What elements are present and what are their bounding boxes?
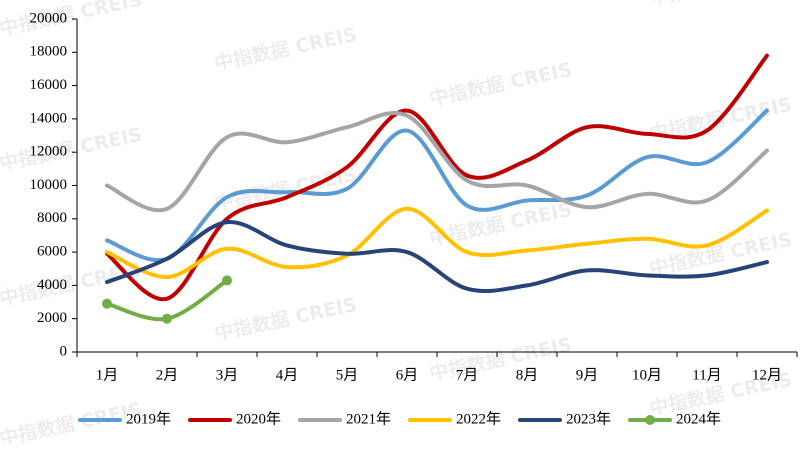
y-tick-label: 10000 [30, 177, 68, 193]
y-tick-label: 2000 [37, 310, 67, 326]
series-marker [222, 275, 232, 286]
watermark: 中指数据 CREIS [427, 58, 574, 111]
x-tick-label: 12月 [752, 367, 782, 383]
series-marker [102, 298, 112, 309]
legend-label: 2023年 [566, 410, 611, 427]
y-tick-label: 6000 [37, 244, 67, 260]
x-tick-label: 7月 [456, 367, 479, 383]
x-tick-label: 5月 [336, 367, 359, 383]
legend-marker [645, 415, 655, 425]
legend-label: 2022年 [456, 410, 501, 427]
watermark: 中指数据 CREIS [0, 258, 144, 311]
watermark: 中指数据 CREIS [212, 23, 359, 76]
y-tick-label: 16000 [30, 77, 68, 93]
x-tick-label: 3月 [216, 367, 239, 383]
series-marker [162, 313, 172, 324]
y-tick-label: 20000 [30, 10, 68, 26]
series-line [105, 53, 769, 302]
x-tick-label: 11月 [692, 367, 721, 383]
x-tick-label: 9月 [576, 367, 599, 383]
watermark: 中指数据 CREIS [647, 0, 794, 10]
legend-label: 2019年 [126, 410, 171, 427]
legend-label: 2020年 [236, 410, 281, 427]
y-tick-label: 12000 [30, 144, 68, 160]
watermark: 中指数据 CREIS [0, 398, 144, 444]
x-tick-label: 4月 [276, 367, 299, 383]
series-line [105, 206, 769, 280]
watermark: 中指数据 CREIS [212, 163, 359, 216]
watermark: 中指数据 CREIS [0, 123, 144, 176]
legend-label: 2024年 [676, 410, 721, 427]
watermark: 中指数据 CREIS [0, 0, 144, 40]
x-tick-label: 1月 [96, 367, 119, 383]
y-tick-label: 0 [60, 343, 68, 359]
x-tick-label: 6月 [396, 367, 419, 383]
y-tick-label: 4000 [37, 277, 67, 293]
x-tick-label: 8月 [516, 367, 539, 383]
x-tick-label: 10月 [632, 367, 662, 383]
watermark: 中指数据 CREIS [212, 293, 359, 346]
series-line [105, 220, 769, 293]
y-tick-label: 14000 [30, 110, 68, 126]
legend-label: 2021年 [346, 410, 391, 427]
y-tick-label: 8000 [37, 210, 67, 226]
watermark: 中指数据 CREIS [427, 333, 574, 386]
x-tick-label: 2月 [156, 367, 179, 383]
series-line [105, 110, 769, 213]
series-line [105, 108, 769, 263]
y-tick-label: 18000 [30, 44, 68, 60]
